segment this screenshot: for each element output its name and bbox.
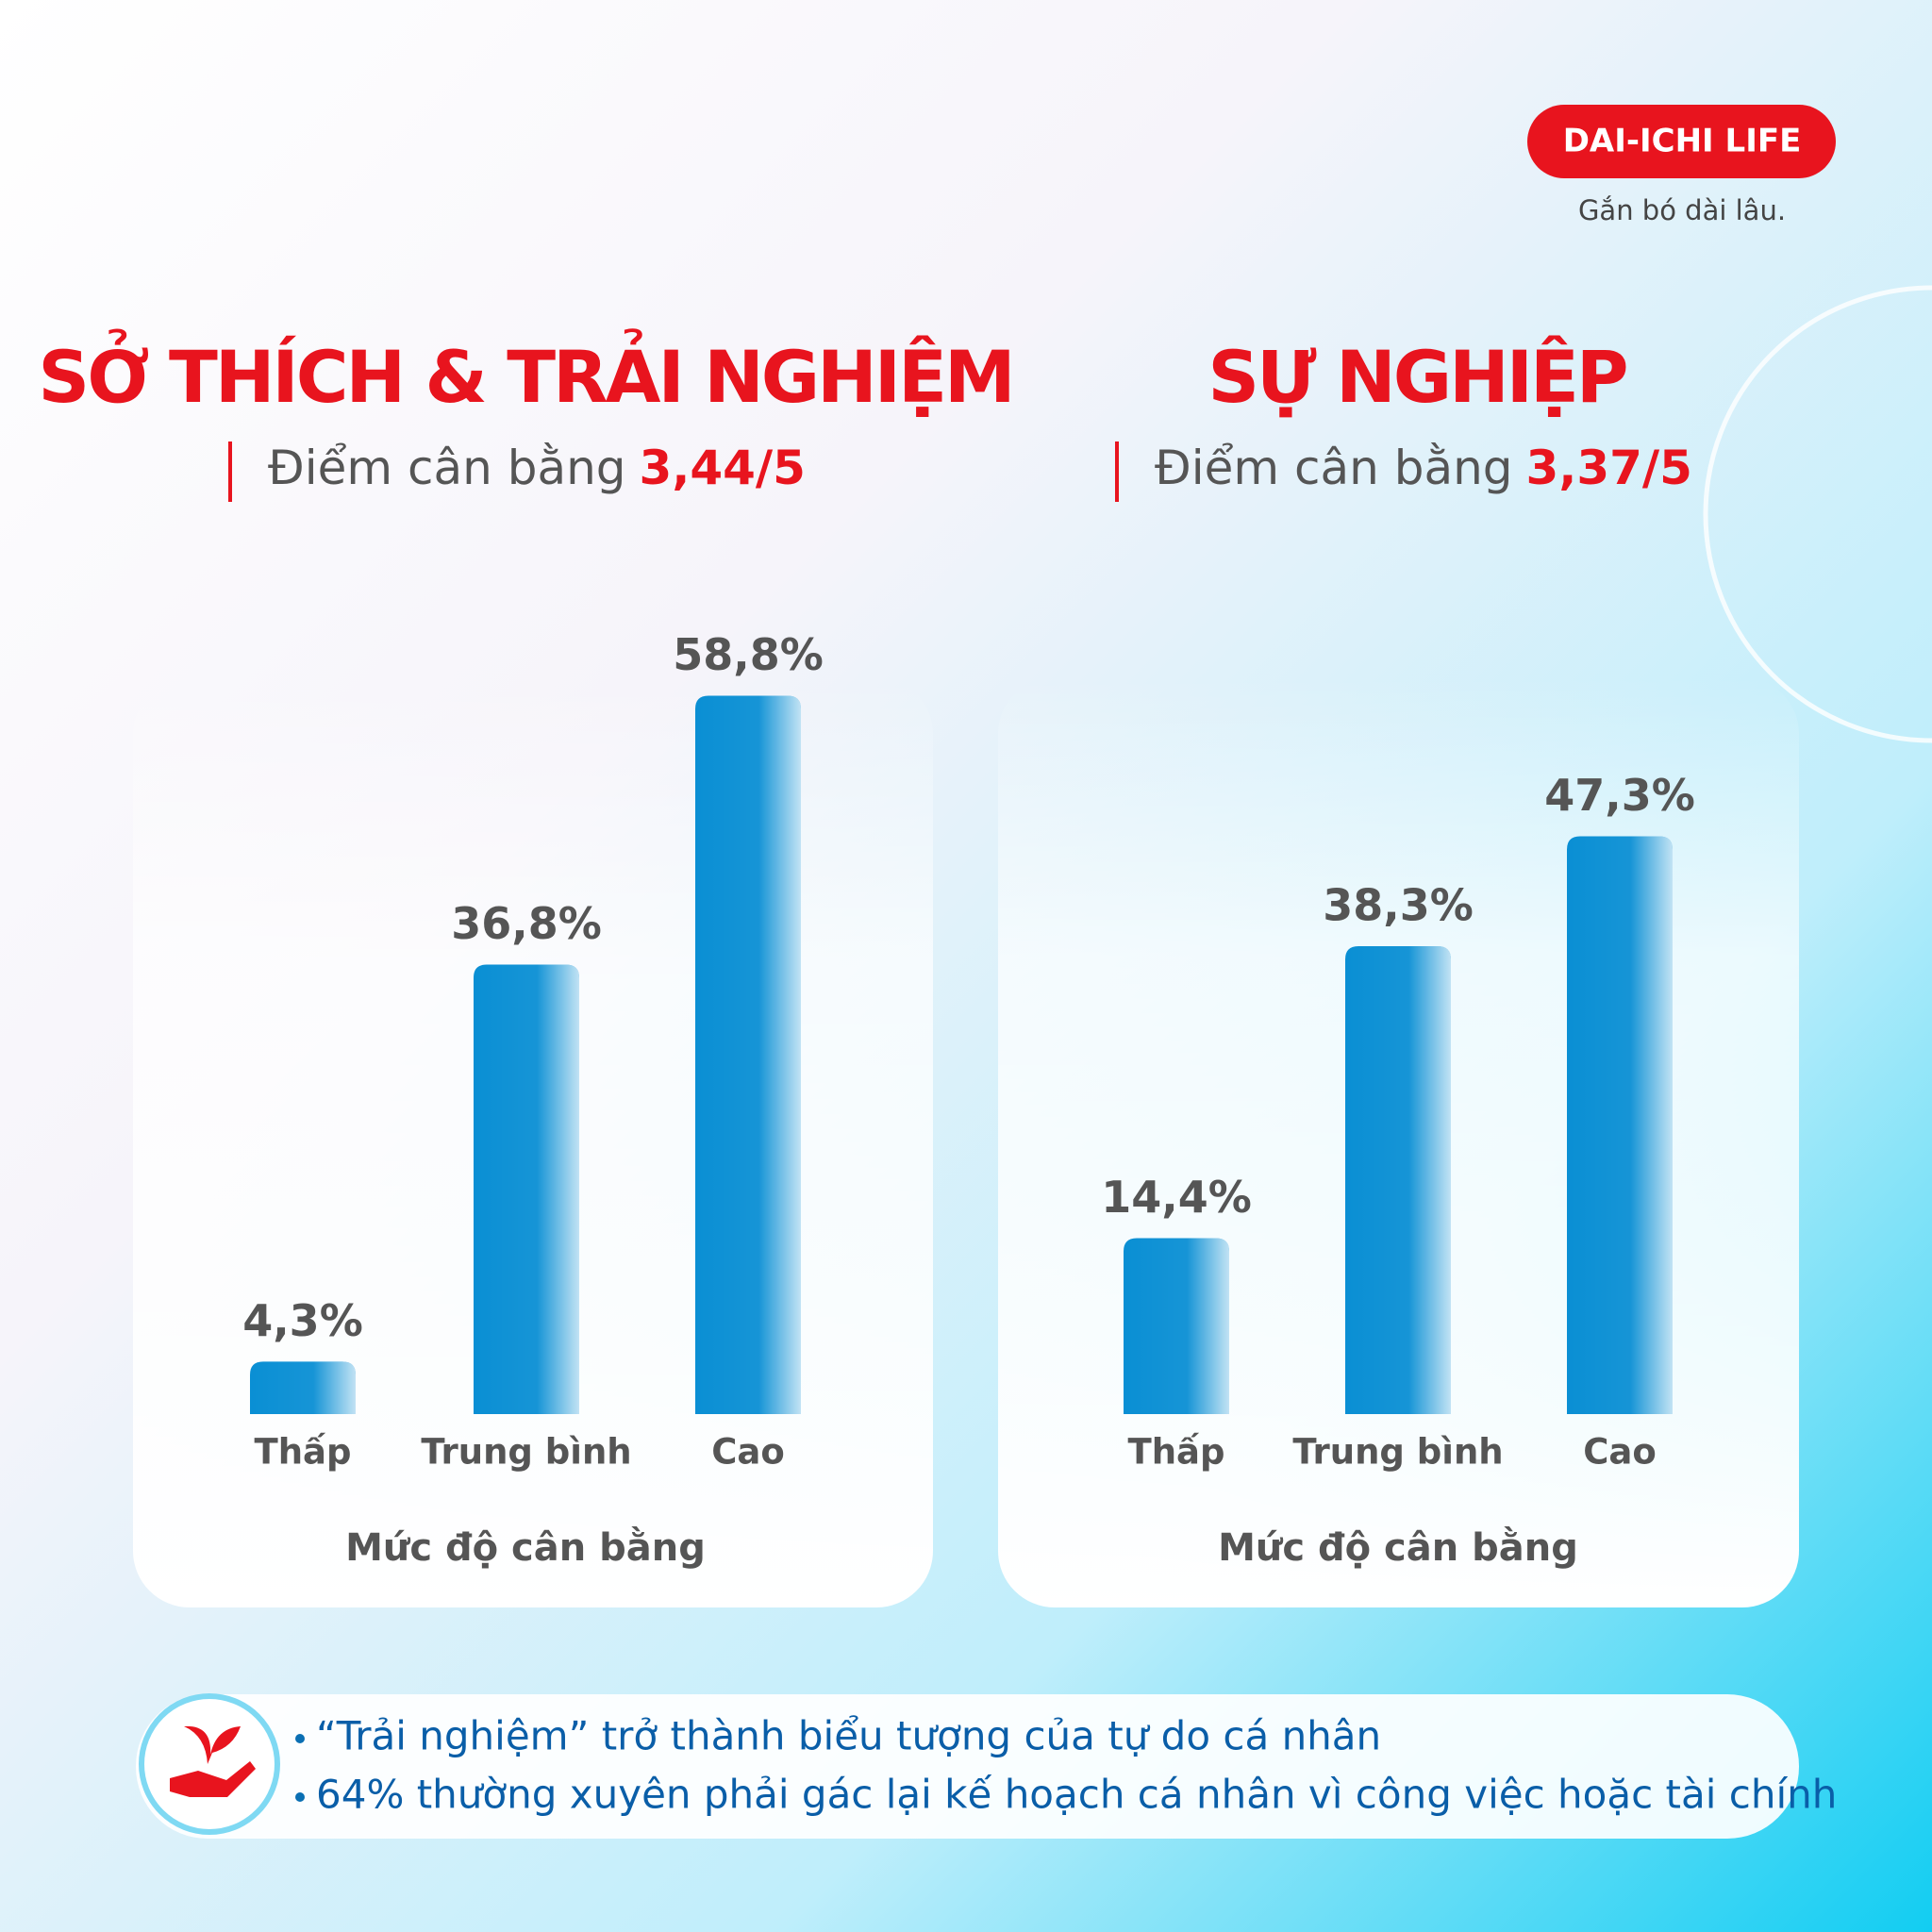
notes-box <box>136 1694 1799 1839</box>
bar-shine <box>695 695 801 1414</box>
subtitle-bar <box>1115 441 1119 502</box>
value-label: 14,4% <box>1101 1172 1252 1223</box>
bar-shine <box>1567 836 1673 1414</box>
score: 3,44/5 <box>640 441 806 495</box>
value-label: 58,8% <box>673 629 824 680</box>
note: 64% thường xuyên phải gác lại kế hoạch c… <box>316 1772 1837 1818</box>
x-tick-label: Cao <box>1583 1432 1657 1473</box>
subtitle: Điểm cân bằng 3,44/5 <box>268 441 806 495</box>
logo-text: DAI-ICHI LIFE <box>1563 123 1802 160</box>
bar-shine <box>1345 946 1451 1414</box>
decor-circle <box>1703 285 1932 743</box>
value-label: 36,8% <box>451 898 602 949</box>
value-label: 38,3% <box>1323 880 1474 931</box>
chart-title: SỞ THÍCH & TRẢI NGHIỆM <box>38 327 1012 419</box>
x-axis-title: Mức độ cân bằng <box>345 1525 706 1570</box>
bullet <box>295 1792 305 1802</box>
notes-icon <box>170 1725 256 1797</box>
x-tick-label: Thấp <box>1127 1432 1224 1473</box>
tagline: Gắn bó dài lâu. <box>1578 194 1786 226</box>
value-label: 47,3% <box>1544 770 1695 821</box>
subtitle-text: Điểm cân bằng <box>1155 441 1513 495</box>
bar-shine <box>1124 1238 1229 1414</box>
notes-icon-ring <box>139 1693 280 1835</box>
subtitle-text: Điểm cân bằng <box>268 441 626 495</box>
bullet <box>295 1734 305 1743</box>
logo-pill <box>1527 105 1836 178</box>
x-tick-label: Trung bình <box>1292 1432 1503 1473</box>
x-axis-title: Mức độ cân bằng <box>1218 1525 1578 1570</box>
x-tick-label: Thấp <box>254 1432 351 1473</box>
bar-shine <box>474 964 579 1414</box>
x-tick-label: Cao <box>711 1432 785 1473</box>
subtitle-bar <box>228 441 232 502</box>
subtitle: Điểm cân bằng 3,37/5 <box>1155 441 1692 495</box>
note: “Trải nghiệm” trở thành biểu tượng của t… <box>316 1713 1381 1759</box>
x-tick-label: Trung bình <box>421 1432 631 1473</box>
bar-shine <box>250 1361 356 1414</box>
score: 3,37/5 <box>1526 441 1692 495</box>
value-label: 4,3% <box>242 1295 363 1346</box>
chart-title: SỰ NGHIỆP <box>1208 334 1625 419</box>
